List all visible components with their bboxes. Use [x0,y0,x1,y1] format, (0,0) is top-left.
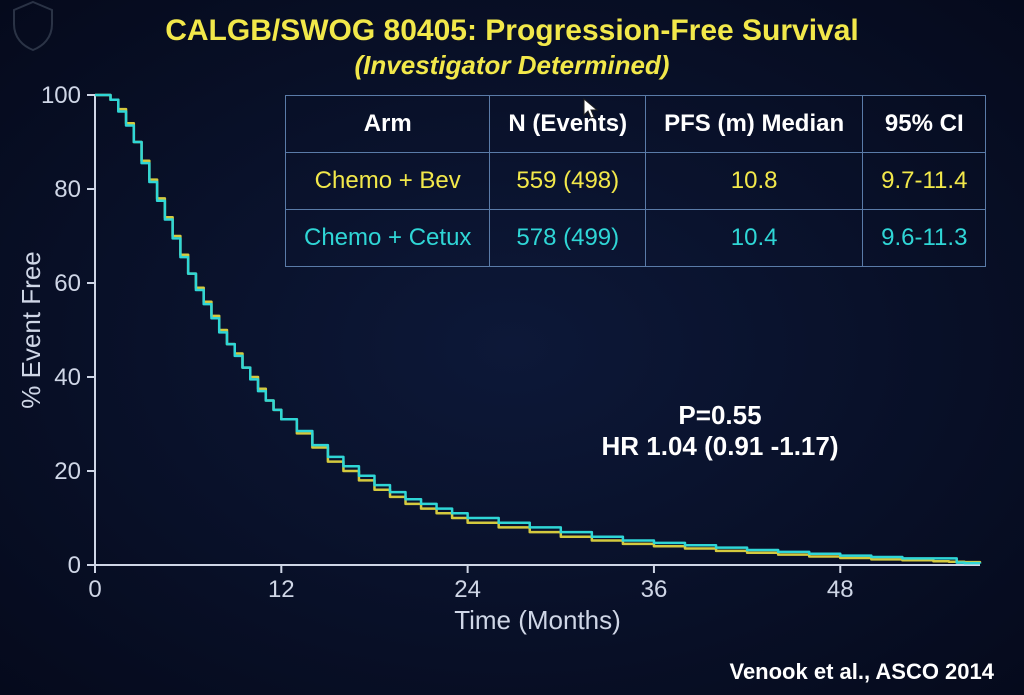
table-cell: 578 (499) [490,210,646,267]
table-row: Chemo + Bev559 (498)10.89.7-11.4 [286,153,986,210]
results-table: Arm N (Events) PFS (m) Median 95% CI Che… [285,95,986,267]
svg-text:36: 36 [641,576,668,603]
p-value: P=0.55 [570,400,870,431]
svg-text:40: 40 [54,364,81,391]
title-main: CALGB/SWOG 80405: Progression-Free Survi… [0,14,1024,48]
table-cell: 10.8 [646,153,863,210]
svg-text:100: 100 [41,85,81,109]
svg-text:24: 24 [454,576,481,603]
table-cell: 9.7-11.4 [863,153,986,210]
col-pfs: PFS (m) Median [646,96,863,153]
table-cell: 559 (498) [490,153,646,210]
table-cell: 9.6-11.3 [863,210,986,267]
svg-text:% Event Free: % Event Free [20,251,46,409]
table-row: Chemo + Cetux578 (499)10.49.6-11.3 [286,210,986,267]
svg-text:12: 12 [268,576,295,603]
hazard-ratio: HR 1.04 (0.91 -1.17) [570,431,870,462]
shield-icon [10,0,56,52]
stats-annotation: P=0.55 HR 1.04 (0.91 -1.17) [570,400,870,462]
col-n: N (Events) [490,96,646,153]
table-cell: Chemo + Bev [286,153,490,210]
svg-text:Time (Months): Time (Months) [454,605,621,635]
table-header-row: Arm N (Events) PFS (m) Median 95% CI [286,96,986,153]
table-cell: Chemo + Cetux [286,210,490,267]
svg-text:0: 0 [88,576,101,603]
col-arm: Arm [286,96,490,153]
col-ci: 95% CI [863,96,986,153]
citation: Venook et al., ASCO 2014 [729,659,994,685]
svg-text:60: 60 [54,270,81,297]
svg-text:0: 0 [68,552,81,579]
table-cell: 10.4 [646,210,863,267]
svg-text:80: 80 [54,176,81,203]
title-sub: (Investigator Determined) [0,50,1024,81]
svg-text:48: 48 [827,576,854,603]
svg-text:20: 20 [54,458,81,485]
slide-title: CALGB/SWOG 80405: Progression-Free Survi… [0,0,1024,81]
